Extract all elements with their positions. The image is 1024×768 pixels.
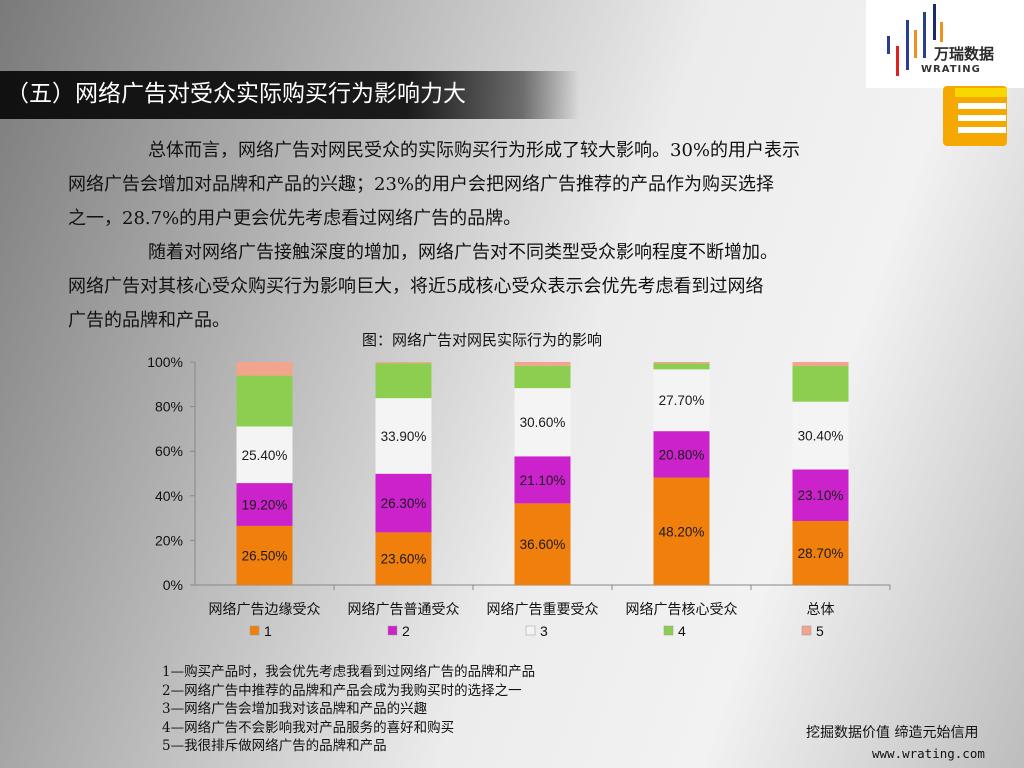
x-tick-label: 网络广告重要受众 — [487, 602, 599, 618]
legend-label: 5 — [816, 623, 824, 639]
y-tick-label: 80% — [155, 399, 183, 415]
data-label: 23.60% — [381, 552, 427, 567]
y-tick-label: 60% — [155, 443, 183, 459]
bar-segment — [792, 401, 849, 470]
data-label: 25.40% — [242, 448, 288, 463]
bar-segment — [236, 525, 293, 585]
data-label: 30.40% — [798, 429, 844, 444]
footer-website: www.wrating.com — [872, 746, 985, 761]
bar-segment — [375, 473, 432, 533]
note-item: 1—购买产品时，我会优先考虑我看到过网络广告的品牌和产品 — [162, 664, 536, 680]
body-text: 总体而言，网络广告对网民受众的实际购买行为形成了较大影响。30%的用户表示 网络… — [68, 134, 958, 338]
logo — [866, 0, 1024, 88]
note-item: 3—网络广告会增加我对该品牌和产品的兴趣 — [162, 701, 428, 717]
data-label: 28.70% — [798, 546, 844, 561]
data-label: 26.50% — [242, 548, 288, 563]
bar-segment — [792, 469, 849, 521]
legend-label: 4 — [678, 623, 686, 639]
para1-line3: 之一，28.7%的用户更会优先考虑看过网络广告的品牌。 — [68, 208, 522, 229]
legend-label: 1 — [264, 623, 272, 639]
x-tick-label: 网络广告普通受众 — [348, 602, 460, 618]
bar-segment — [375, 362, 432, 364]
footer-slogan: 挖掘数据价值 缔造元始信用 — [806, 725, 979, 741]
legend-swatch — [801, 625, 812, 636]
para1-line2: 网络广告会增加对品牌和产品的兴趣；23%的用户会把网络广告推荐的产品作为购买选择 — [68, 174, 775, 195]
data-label: 23.10% — [798, 488, 844, 503]
y-tick-label: 0% — [163, 577, 183, 593]
data-label: 30.60% — [520, 415, 566, 430]
y-tick-label: 100% — [147, 354, 183, 370]
legend-label: 3 — [540, 623, 548, 639]
y-tick-label: 40% — [155, 488, 183, 504]
bar-segment — [375, 532, 432, 585]
chart-title: 图：网络广告对网民实际行为的影响 — [362, 331, 603, 349]
bar-segment — [514, 388, 571, 457]
data-label: 19.20% — [242, 497, 288, 512]
data-label: 21.10% — [520, 473, 566, 488]
data-label: 20.80% — [659, 447, 705, 462]
para2-line1: 随着对网络广告接触深度的增加，网络广告对不同类型受众影响程度不断增加。 — [148, 242, 778, 263]
legend-swatch — [249, 625, 260, 636]
note-item: 2—网络广告中推荐的品牌和产品会成为我购买时的选择之一 — [162, 682, 522, 699]
y-tick-label: 20% — [155, 532, 183, 548]
data-label: 36.60% — [520, 537, 566, 552]
para1-line1: 总体而言，网络广告对网民受众的实际购买行为形成了较大影响。30%的用户表示 — [148, 140, 801, 161]
x-tick-label: 网络广告核心受众 — [626, 602, 738, 618]
bar-segment — [236, 483, 293, 526]
bar-segment — [792, 520, 849, 585]
note-item: 5—我很排斥做网络广告的品牌和产品 — [162, 738, 387, 754]
bar-segment — [514, 365, 571, 389]
bar-segment — [653, 363, 710, 370]
data-label: 48.20% — [659, 524, 705, 539]
bar-segment — [375, 363, 432, 399]
bar-segment — [514, 503, 571, 585]
bar-segment — [653, 362, 710, 364]
bar-segment — [653, 369, 710, 432]
data-label: 26.30% — [381, 496, 427, 511]
legend-swatch — [663, 625, 674, 636]
legend-swatch — [387, 625, 398, 636]
legend-notes: 1—购买产品时，我会优先考虑我看到过网络广告的品牌和产品 2—网络广告中推荐的品… — [162, 663, 535, 756]
x-tick-label: 总体 — [807, 602, 835, 618]
para2-line3: 广告的品牌和产品。 — [68, 310, 230, 331]
bar-segment — [653, 477, 710, 585]
note-item: 4—网络广告不会影响我对产品服务的喜好和购买 — [162, 719, 455, 736]
page-title: （五）网络广告对受众实际购买行为影响力大 — [6, 81, 466, 107]
logo-en: WRATING — [921, 64, 981, 75]
x-tick-label: 网络广告边缘受众 — [209, 602, 321, 618]
logo-name: 万瑞数据 — [934, 45, 995, 63]
bar-segment — [236, 426, 293, 484]
legend-label: 2 — [402, 623, 410, 639]
bar-segment — [792, 362, 849, 367]
para2-line2: 网络广告对其核心受众购买行为影响巨大，将近5成核心受众表示会优先考虑看到过网络 — [68, 276, 764, 297]
bar-segment — [653, 431, 710, 478]
data-label: 27.70% — [659, 393, 705, 408]
bar-segment — [792, 366, 849, 402]
legend-swatch — [525, 625, 536, 636]
data-label: 33.90% — [381, 429, 427, 444]
bar-segment — [514, 362, 571, 366]
bar-segment — [236, 362, 293, 376]
bar-segment — [375, 398, 432, 474]
bar-segment — [514, 456, 571, 504]
title-bar — [0, 71, 580, 119]
bar-segment — [236, 375, 293, 427]
